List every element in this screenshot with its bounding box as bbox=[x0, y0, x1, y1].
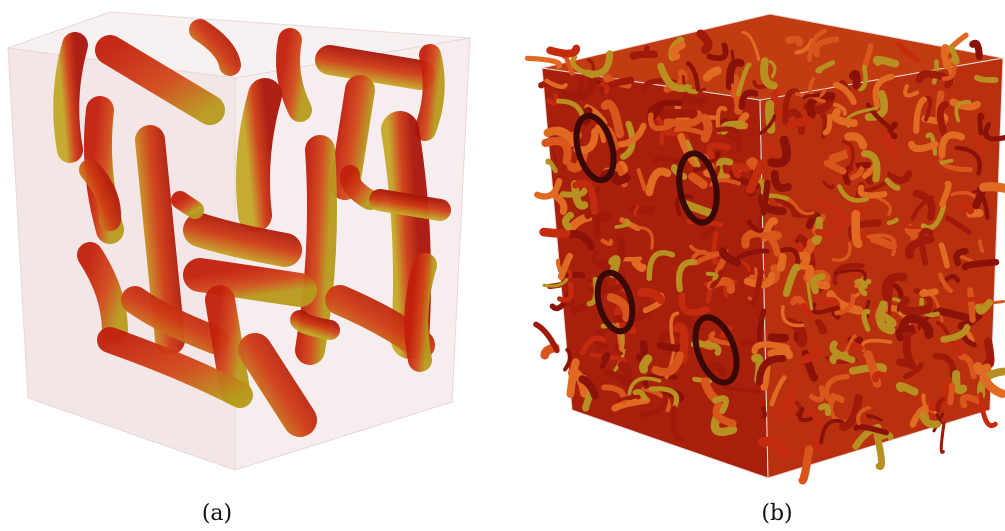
vortex-tube bbox=[772, 337, 785, 338]
vortex-tube bbox=[875, 375, 888, 379]
panel-label: (a) bbox=[202, 501, 232, 526]
vortex-tube bbox=[743, 342, 752, 343]
vortex-tube bbox=[781, 257, 783, 268]
vortex-tube bbox=[660, 345, 683, 348]
vortex-tube bbox=[66, 45, 75, 150]
vortex-tube bbox=[544, 232, 567, 234]
vortex-tube bbox=[942, 161, 952, 163]
vortex-tube bbox=[550, 49, 576, 54]
panel-label: (b) bbox=[761, 501, 792, 526]
vortex-tube bbox=[300, 320, 330, 330]
vortex-tube bbox=[818, 322, 823, 331]
vortex-tube bbox=[791, 120, 809, 124]
vortex-tube bbox=[686, 99, 701, 103]
vortex-tube bbox=[603, 241, 611, 244]
vortex-tube bbox=[900, 386, 915, 392]
vortex-tube bbox=[636, 263, 643, 268]
vortex-tube bbox=[732, 85, 733, 96]
vortex-tube bbox=[984, 187, 1005, 190]
vortex-tube bbox=[655, 159, 678, 162]
vortex-tube bbox=[764, 183, 768, 213]
panel-a bbox=[8, 12, 470, 470]
vortex-tube bbox=[950, 386, 952, 403]
vortex-tube bbox=[643, 359, 648, 370]
vortex-tube bbox=[923, 292, 936, 294]
vortex-tube bbox=[877, 433, 882, 466]
vortex-tube bbox=[613, 176, 626, 180]
vortex-tube bbox=[704, 118, 708, 138]
vortex-tube bbox=[380, 200, 440, 210]
vortex-tube bbox=[853, 367, 884, 371]
panel-b bbox=[527, 14, 1005, 480]
vortex-tube bbox=[763, 408, 765, 417]
vortex-tube bbox=[853, 74, 857, 86]
vortex-tube bbox=[789, 39, 800, 43]
page: {"panels": [{"label": "(a)"}, {"label": … bbox=[0, 0, 1005, 531]
vortex-tube bbox=[200, 230, 285, 250]
vortex-tube bbox=[877, 60, 896, 64]
vortex-tube bbox=[978, 367, 987, 371]
vortex-tube bbox=[253, 95, 265, 215]
vortex-tube bbox=[944, 47, 948, 66]
vortex-tube bbox=[416, 265, 425, 360]
vortex-tube bbox=[664, 113, 693, 114]
vortex-tube bbox=[771, 351, 789, 355]
vortex-tube bbox=[687, 315, 688, 326]
vortex-tube bbox=[631, 209, 652, 210]
vortex-tube bbox=[912, 144, 936, 148]
figure: (a) (b) bbox=[0, 0, 1005, 531]
vortex-tube bbox=[970, 290, 973, 320]
vortex-tube bbox=[759, 214, 760, 228]
vortex-tube bbox=[980, 241, 982, 251]
vortex-tube bbox=[425, 55, 434, 130]
vortex-tube bbox=[977, 78, 996, 80]
vortex-tube bbox=[988, 342, 991, 365]
vortex-tube bbox=[941, 423, 944, 453]
vortex-tube bbox=[856, 214, 859, 244]
vortex-tube bbox=[980, 115, 982, 133]
vortex-tube bbox=[586, 394, 591, 408]
vortex-tube bbox=[330, 60, 420, 75]
vortex-tube bbox=[180, 200, 195, 210]
vortex-tube bbox=[288, 40, 300, 110]
vortex-tube bbox=[833, 154, 846, 159]
vortex-tube bbox=[907, 337, 911, 363]
vortex-tube bbox=[732, 52, 733, 68]
